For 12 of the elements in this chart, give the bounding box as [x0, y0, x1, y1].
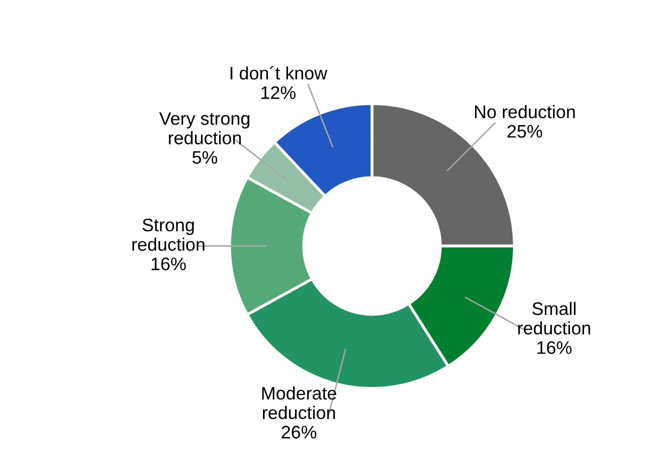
- slice-label: Strong reduction: [132, 218, 204, 251]
- data-label: 5%: [192, 151, 218, 164]
- data-label: 26%: [282, 426, 316, 439]
- slice-label: Moderate reduction: [262, 386, 336, 420]
- slice-label: No reduction: [475, 105, 575, 118]
- data-label: 16%: [537, 341, 572, 354]
- slice-label: I don´t know: [230, 66, 328, 80]
- slice-label: Small reduction: [518, 302, 590, 335]
- data-label: 16%: [152, 258, 186, 270]
- slice-label: Very strong reduction: [159, 112, 250, 144]
- data-label: 25%: [508, 124, 542, 138]
- data-label: 12%: [261, 86, 296, 99]
